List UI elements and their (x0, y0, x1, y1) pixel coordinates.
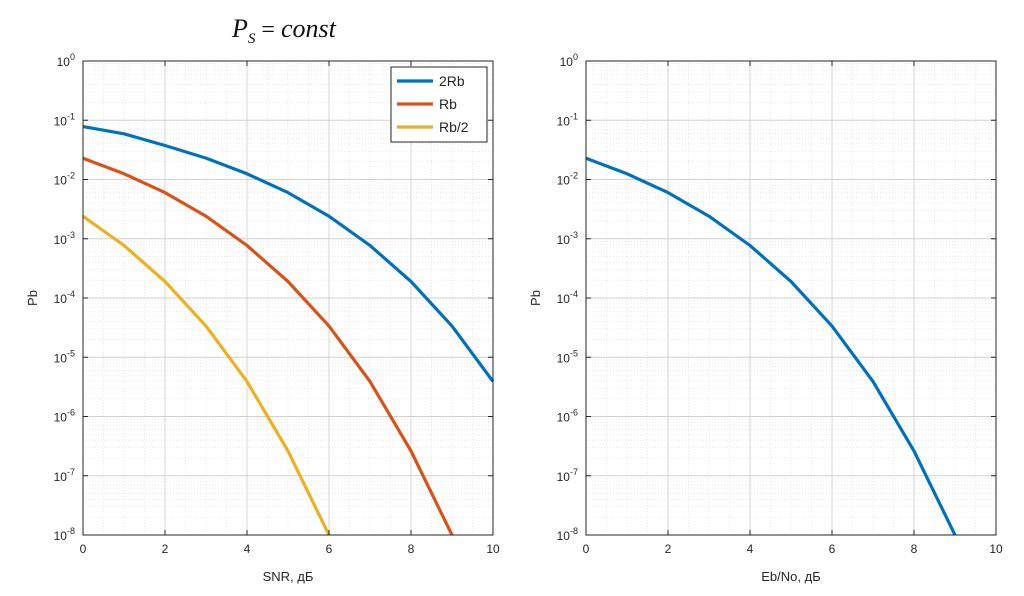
y-tick-exponent: -6 (67, 408, 75, 418)
minor-grid (83, 61, 493, 535)
x-tick-label: 6 (326, 542, 333, 556)
y-tick-exponent: -7 (570, 467, 578, 477)
y-tick-label: 10-3 (557, 230, 578, 247)
y-tick-label: 10-7 (54, 467, 75, 484)
y-tick-exponent: -8 (570, 526, 578, 536)
x-tick-label: 10 (486, 542, 500, 556)
y-tick-base: 10 (560, 55, 574, 69)
y-tick-exponent: 0 (70, 52, 75, 62)
y-tick-base: 10 (557, 470, 571, 484)
y-tick-base: 10 (54, 174, 68, 188)
y-tick-label: 10-5 (557, 348, 578, 365)
y-tick-exponent: 0 (573, 52, 578, 62)
y-tick-exponent: -7 (67, 467, 75, 477)
y-tick-exponent: -1 (67, 111, 75, 121)
y-tick-base: 10 (54, 470, 68, 484)
y-tick-label: 10-7 (557, 467, 578, 484)
y-tick-exponent: -4 (67, 289, 75, 299)
y-axis-label: Pb (528, 290, 543, 306)
y-tick-label: 10-4 (54, 289, 75, 306)
y-tick-exponent: -2 (67, 171, 75, 181)
y-tick-label: 10-2 (54, 171, 75, 188)
y-tick-label: 10-1 (557, 111, 578, 128)
series-group (82, 125, 495, 536)
series-line-2rb (82, 125, 495, 383)
y-tick-exponent: -3 (570, 230, 578, 240)
chart-left: 0 2 4 6 8 1010010-110-210-310-410-510-610-710… (25, 52, 500, 584)
y-tick-base: 10 (54, 411, 68, 425)
x-tick-label: 0 (80, 542, 87, 556)
legend-label-rb: Rb (439, 96, 457, 112)
y-tick-exponent: -8 (67, 526, 75, 536)
x-axis-label: Eb/No, дБ (761, 569, 820, 584)
y-tick-base: 10 (54, 114, 68, 128)
tick-group: 0 2 4 6 8 1010010-110-210-310-410-510-610-710… (557, 52, 1003, 556)
figure-title: PS = const (231, 14, 337, 47)
y-tick-label: 100 (57, 52, 75, 69)
title-subscript: S (248, 31, 256, 47)
title-equals: = (261, 17, 275, 43)
y-tick-base: 10 (54, 292, 68, 306)
y-tick-base: 10 (557, 114, 571, 128)
legend-label-rb-2: Rb/2 (439, 119, 469, 135)
tick-group: 0 2 4 6 8 1010010-110-210-310-410-510-610-710… (54, 52, 500, 556)
y-tick-base: 10 (557, 411, 571, 425)
y-tick-exponent: -5 (67, 348, 75, 358)
series-group (585, 156, 957, 536)
x-axis-label: SNR, дБ (263, 569, 314, 584)
x-tick-label: 6 (829, 542, 836, 556)
series-line-rb (82, 156, 454, 536)
x-tick-label: 10 (989, 542, 1003, 556)
y-tick-base: 10 (557, 292, 571, 306)
y-tick-base: 10 (557, 174, 571, 188)
x-tick-label: 8 (911, 542, 918, 556)
legend: 2Rb Rb Rb/2 (390, 66, 488, 143)
title-main: P (231, 14, 248, 43)
y-tick-label: 10-3 (54, 230, 75, 247)
y-tick-label: 10-2 (557, 171, 578, 188)
y-tick-exponent: -4 (570, 289, 578, 299)
y-tick-base: 10 (57, 55, 71, 69)
y-tick-exponent: -2 (570, 171, 578, 181)
y-tick-base: 10 (54, 233, 68, 247)
x-tick-label: 2 (162, 542, 169, 556)
x-tick-label: 8 (408, 542, 415, 556)
y-tick-label: 10-4 (557, 289, 578, 306)
x-tick-label: 4 (244, 542, 251, 556)
x-tick-label: 0 (583, 542, 590, 556)
y-tick-exponent: -3 (67, 230, 75, 240)
y-tick-base: 10 (54, 351, 68, 365)
y-tick-exponent: -5 (570, 348, 578, 358)
y-tick-label: 100 (560, 52, 578, 69)
chart-right: 0 2 4 6 8 1010010-110-210-310-410-510-610-710… (528, 52, 1003, 584)
y-tick-base: 10 (557, 351, 571, 365)
y-tick-base: 10 (54, 529, 68, 543)
series-line-0 (585, 156, 957, 536)
y-tick-label: 10-5 (54, 348, 75, 365)
y-tick-exponent: -6 (570, 408, 578, 418)
legend-label-2rb: 2Rb (439, 73, 465, 89)
y-tick-label: 10-6 (54, 408, 75, 425)
y-tick-label: 10-6 (557, 408, 578, 425)
y-tick-base: 10 (557, 233, 571, 247)
y-tick-label: 10-8 (54, 526, 75, 543)
y-tick-exponent: -1 (570, 111, 578, 121)
y-axis-label: Pb (25, 290, 40, 306)
y-tick-base: 10 (557, 529, 571, 543)
x-tick-label: 4 (747, 542, 754, 556)
series-line-rb-2 (82, 214, 331, 536)
y-tick-label: 10-1 (54, 111, 75, 128)
x-tick-label: 2 (665, 542, 672, 556)
title-rhs: const (281, 14, 337, 43)
y-tick-label: 10-8 (557, 526, 578, 543)
